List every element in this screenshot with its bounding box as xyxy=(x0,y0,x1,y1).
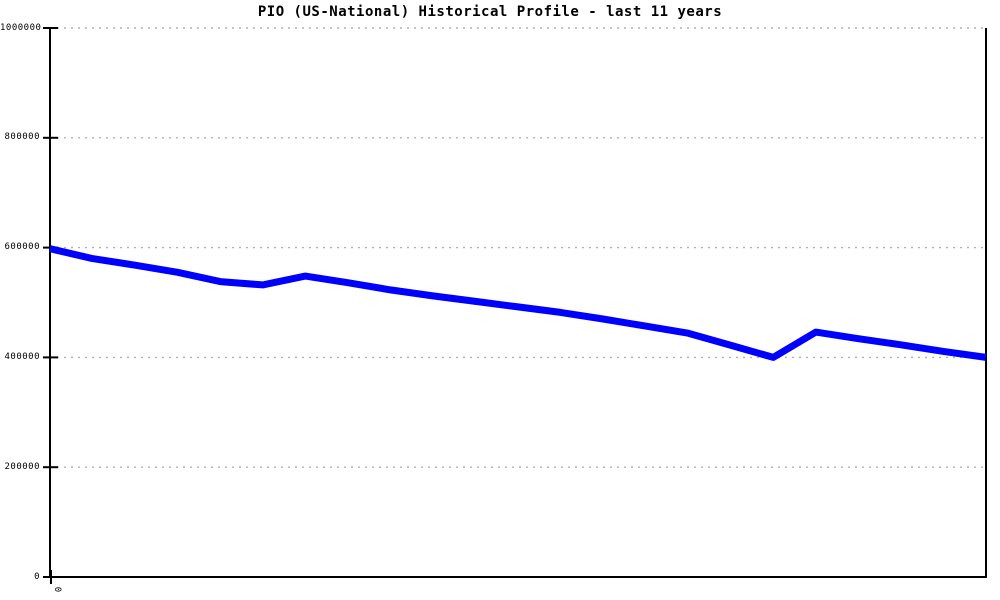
y-tick-label: 200000 xyxy=(4,461,40,472)
series-line-PIO xyxy=(49,245,987,361)
y-tick-label: 400000 xyxy=(4,351,40,362)
y-tick-label: 1000000 xyxy=(0,22,42,33)
y-tick-label: 800000 xyxy=(4,132,40,143)
y-tick-label: 0 xyxy=(34,571,40,582)
y-tick-label: 600000 xyxy=(4,242,40,253)
chart-title: PIO (US-National) Historical Profile - l… xyxy=(257,4,723,20)
x-tick-label: 0 xyxy=(52,586,62,593)
